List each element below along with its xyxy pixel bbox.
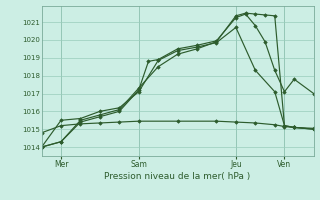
- X-axis label: Pression niveau de la mer( hPa ): Pression niveau de la mer( hPa ): [104, 172, 251, 181]
